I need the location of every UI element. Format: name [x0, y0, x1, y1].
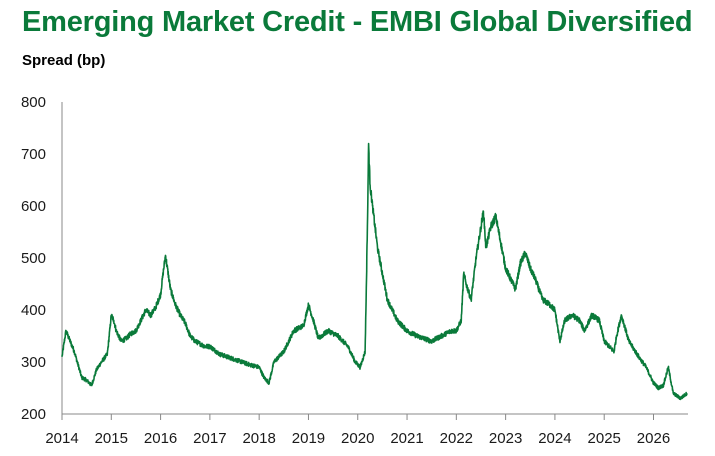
x-tick-label: 2025 [588, 430, 621, 447]
x-tick-label: 2016 [144, 430, 177, 447]
y-tick-label: 200 [21, 406, 46, 423]
x-tick-label: 2026 [637, 430, 670, 447]
y-tick-label: 800 [21, 94, 46, 111]
y-tick-label: 700 [21, 146, 46, 163]
embi-spread-series-line [61, 142, 688, 401]
x-tick-label: 2021 [390, 430, 423, 447]
x-tick-label: 2018 [242, 430, 275, 447]
y-tick-label: 400 [21, 302, 46, 319]
x-tick-label: 2017 [193, 430, 226, 447]
x-tick-label: 2024 [538, 430, 571, 447]
y-tick-label: 600 [21, 198, 46, 215]
x-axis-ticks: 2014 2015 2016 2017 2018 2019 2020 2021 2022 2023… [45, 430, 670, 447]
y-axis-ticks: 200 300 400 500 600 700 800 [21, 94, 46, 423]
x-axis-tickmarks [61, 414, 654, 420]
x-tick-label: 2014 [45, 430, 78, 447]
chart-title: Emerging Market Credit - EMBI Global Div… [22, 6, 693, 38]
y-axis-label: Spread (bp) [22, 52, 106, 69]
x-tick-label: 2015 [95, 430, 128, 447]
x-tick-label: 2019 [292, 430, 325, 447]
x-tick-label: 2022 [440, 430, 473, 447]
y-tick-label: 300 [21, 354, 46, 371]
x-tick-label: 2020 [341, 430, 374, 447]
y-tick-label: 500 [21, 250, 46, 267]
x-tick-label: 2023 [489, 430, 522, 447]
